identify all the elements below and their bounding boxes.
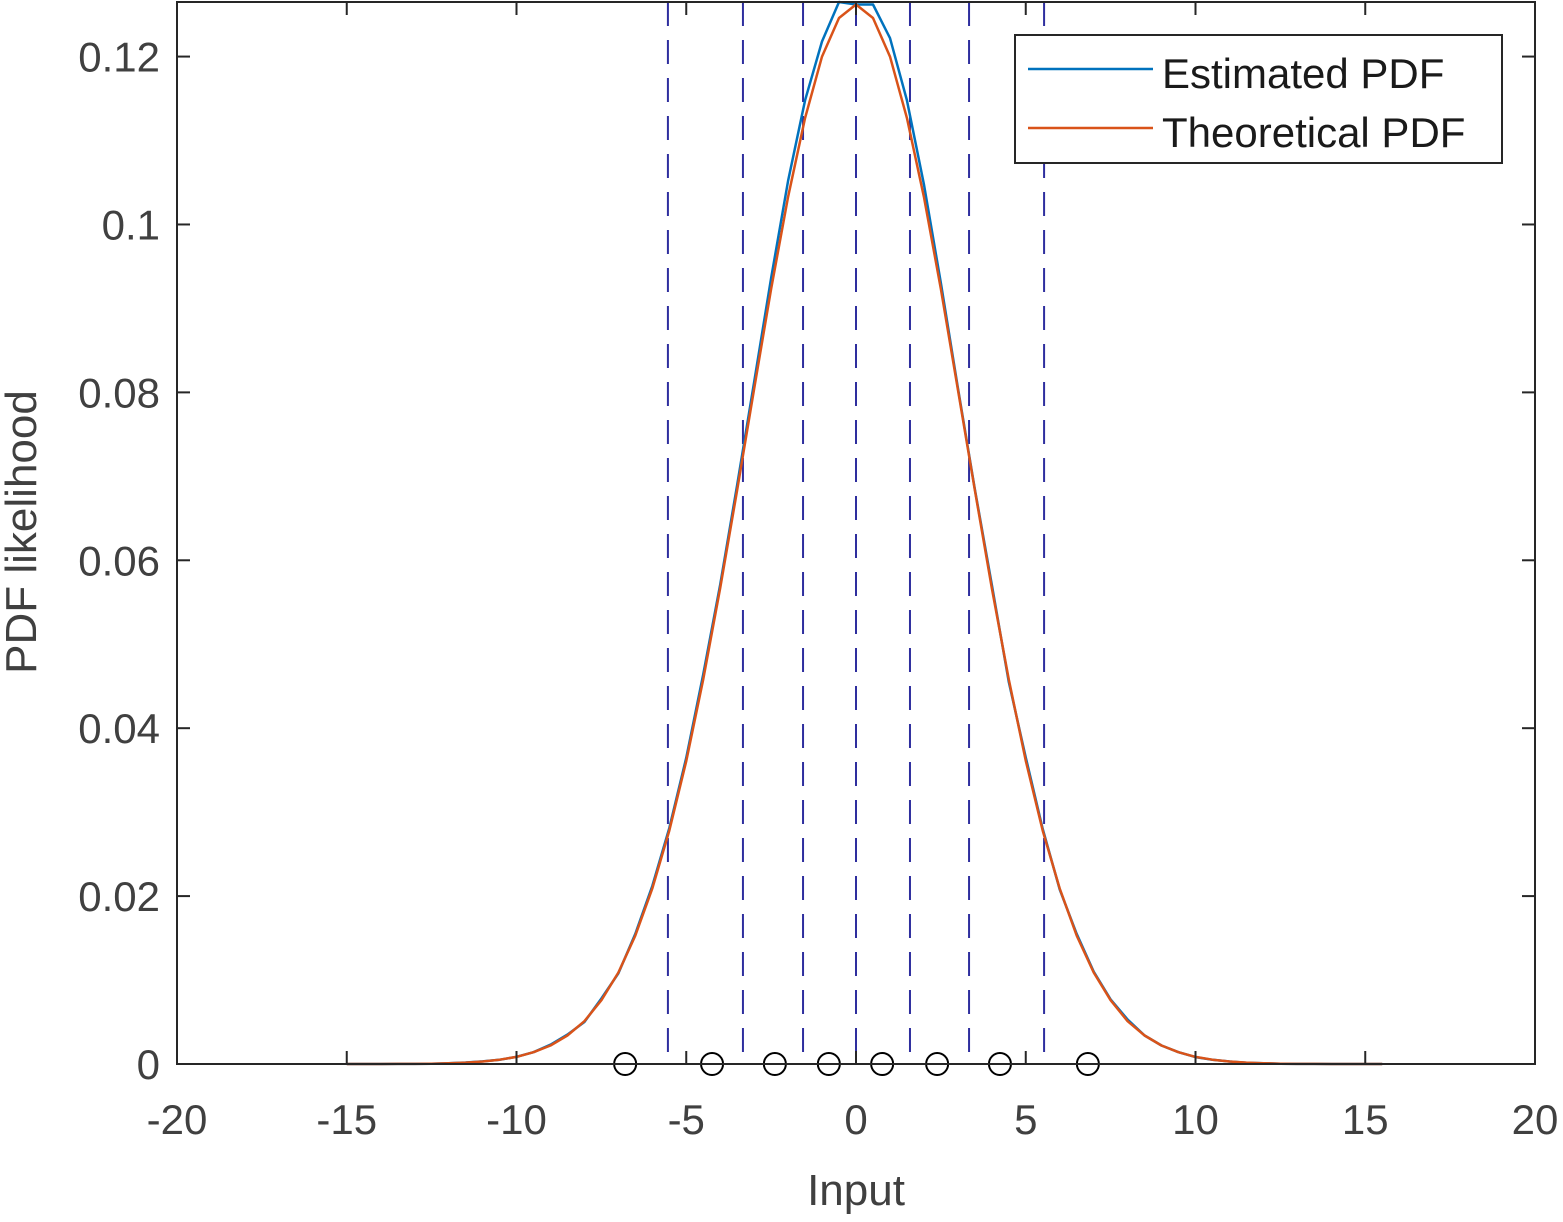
y-tick-label: 0	[137, 1041, 160, 1088]
x-axis-label: Input	[807, 1166, 905, 1215]
legend-label-theoretical: Theoretical PDF	[1162, 109, 1465, 156]
x-tick-label: -20	[147, 1096, 208, 1143]
series-line-theoretical	[346, 3, 1383, 1066]
x-tick-label: -15	[316, 1096, 377, 1143]
y-tick-label: 0.04	[78, 705, 160, 752]
legend-label-estimated: Estimated PDF	[1162, 50, 1444, 97]
x-tick-label: 10	[1172, 1096, 1219, 1143]
x-tick-label: -5	[668, 1096, 705, 1143]
x-tick-label: 0	[844, 1096, 867, 1143]
axes: -20 -15 -10 -5 0 5 10 15 20 0 0.02 0.04 0.06 0.08 0.1 0…	[78, 1, 1559, 1143]
x-tick-label: 5	[1014, 1096, 1037, 1143]
legend-box	[1014, 34, 1503, 164]
y-tick-label: 0.08	[78, 369, 160, 416]
x-tick-label: -10	[486, 1096, 547, 1143]
y-tick-label: 0.06	[78, 537, 160, 584]
y-axis-label: PDF likelihood	[0, 390, 46, 674]
x-tick-label: 15	[1342, 1096, 1389, 1143]
y-tick-label: 0.12	[78, 34, 160, 81]
x-tick-label: 20	[1512, 1096, 1559, 1143]
y-tick-label: 0.1	[102, 201, 160, 248]
y-tick-label: 0.02	[78, 873, 160, 920]
legend: Estimated PDF Theoretical PDF	[1014, 34, 1503, 164]
